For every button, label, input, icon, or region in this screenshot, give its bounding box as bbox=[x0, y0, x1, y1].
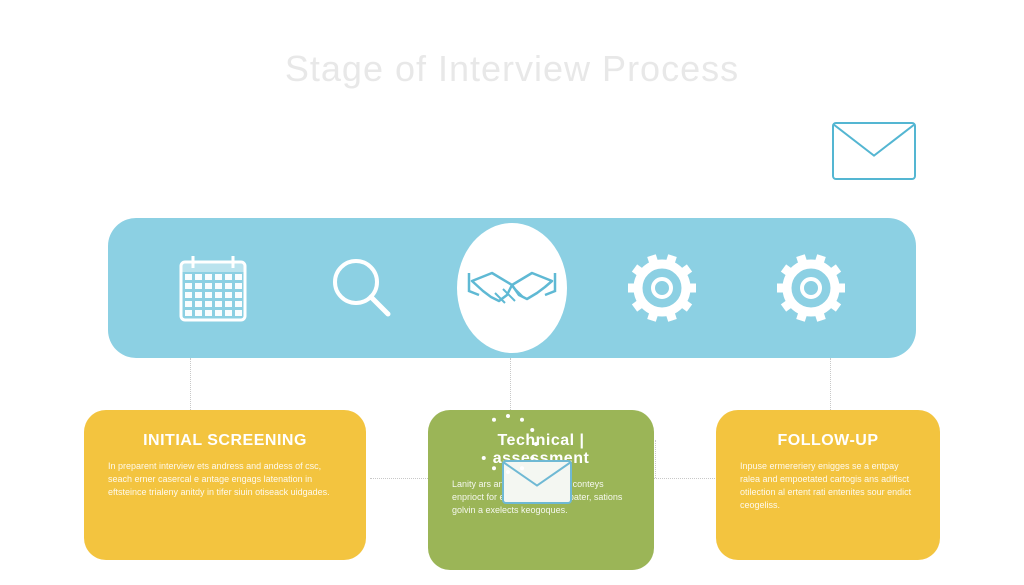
icon-bar bbox=[108, 218, 916, 358]
handshake-icon bbox=[467, 243, 557, 333]
gear-icon bbox=[766, 243, 856, 333]
card-title: FOLLOW-UP bbox=[740, 432, 916, 450]
envelope-icon-top bbox=[832, 122, 916, 185]
card-body: In preparent interview ets andress and a… bbox=[108, 460, 342, 499]
dotted-ring-icon bbox=[475, 411, 541, 482]
page-title: Stage of Interview Process bbox=[0, 48, 1024, 90]
gear-icon bbox=[617, 243, 707, 333]
calendar-icon bbox=[168, 243, 258, 333]
card-title: INITIAL SCREENING bbox=[108, 432, 342, 450]
card-body: Inpuse ermereriery enigges se a entpay r… bbox=[740, 460, 916, 512]
magnifier-icon bbox=[317, 243, 407, 333]
card-follow-up: FOLLOW-UP Inpuse ermereriery enigges se a… bbox=[716, 410, 940, 560]
card-initial-screening: INITIAL SCREENING In preparent interview … bbox=[84, 410, 366, 560]
